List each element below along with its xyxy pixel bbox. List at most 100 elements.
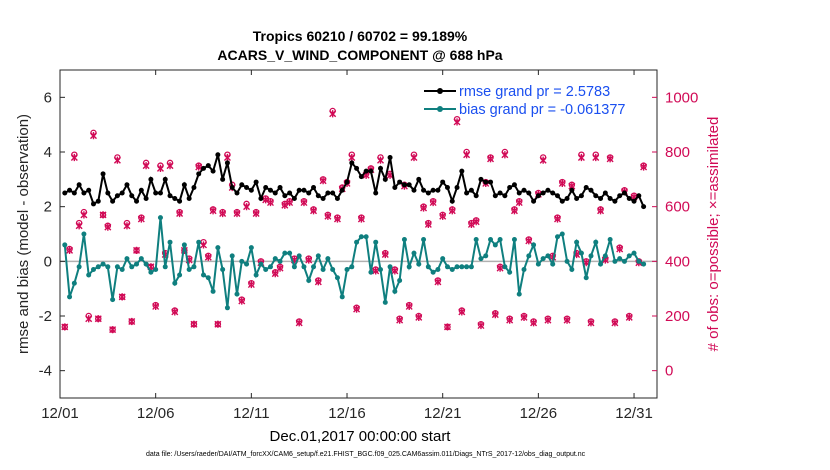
rmse-point [277,185,283,191]
obs-assimilated-point [420,204,428,212]
rmse-point [612,198,618,204]
obs-assimilated-point [209,207,217,215]
bias-point [114,264,120,270]
y-right-tick-label: 400 [665,253,690,270]
rmse-point [110,198,116,204]
bias-point [617,256,623,262]
y-left-tick-label: 0 [44,253,52,270]
rmse-point [406,182,412,188]
obs-assimilated-point [85,315,93,323]
bias-point [492,242,498,248]
rmse-point [578,193,584,199]
rmse-point [401,182,407,188]
obs-assimilated-point [515,198,523,207]
rmse-point [167,193,173,199]
rmse-point [521,187,527,193]
rmse-point [569,187,575,193]
rmse-point [296,187,302,193]
bias-point [215,245,221,251]
rmse-point [114,193,120,199]
bias-point [282,250,288,256]
bias-point [430,269,436,275]
rmse-point [397,179,403,185]
rmse-point [626,195,632,201]
obs-assimilated-point [501,151,509,159]
bias-point [387,264,393,270]
bias-point [349,264,355,270]
bias-point [478,256,484,262]
rmse-point [272,190,278,196]
obs-assimilated-point [544,316,552,324]
bias-point [354,239,360,245]
obs-assimilated-point [118,293,126,301]
bias-point [291,264,297,270]
bias-point [119,267,125,273]
rmse-point [459,168,465,174]
bias-point [210,288,216,294]
rmse-point [62,190,68,196]
rmse-point [320,195,326,201]
bias-point [358,234,364,240]
rmse-point [282,193,288,199]
rmse-point [526,190,532,196]
bias-point [301,264,307,270]
bias-point [224,305,230,311]
bias-point [320,267,326,273]
bias-point [631,250,637,256]
bias-point [421,236,427,242]
rmse-point [564,195,570,201]
bias-point [440,256,446,262]
bias-point [201,272,207,278]
rmse-point [358,174,364,180]
rmse-point [291,195,297,201]
obs-assimilated-point [520,313,528,321]
rmse-point [315,193,321,199]
obs-assimilated-point [271,270,279,278]
rmse-point [440,179,446,185]
rmse-point [621,190,627,196]
rmse-point [555,193,560,199]
bias-point [90,267,96,273]
rmse-point [473,193,479,199]
obs-assimilated-point [472,218,480,226]
rmse-point [535,193,541,199]
bias-point [76,264,82,270]
obs-assimilated-point [558,179,566,188]
legend-rmse-marker [437,88,443,94]
x-tick-label: 12/21 [424,405,462,422]
bias-point [67,294,73,300]
rmse-point [90,201,96,207]
bias-point [334,275,340,281]
bias-point [425,264,431,270]
bias-point [392,288,398,294]
rmse-point [411,187,417,193]
rmse-point [234,190,240,196]
bias-point [602,253,608,259]
rmse-point [559,198,565,204]
rmse-point [172,195,178,201]
rmse-point [210,168,216,174]
rmse-point [186,195,192,201]
obs-assimilated-point [80,211,88,219]
bias-point [401,236,407,242]
obs-assimilated-point [477,321,485,330]
rmse-point [598,195,604,201]
rmse-point [181,182,187,188]
rmse-point [224,160,230,166]
obs-assimilated-point [448,207,456,215]
obs-assimilated-point [214,320,222,328]
rmse-point [583,185,589,191]
rmse-point [81,190,87,196]
bias-point [272,256,278,262]
y-right-axis-label: # of obs: o=possible; ×=assimilated [705,117,722,352]
obs-assimilated-point [219,209,227,218]
obs-assimilated-point [396,316,404,324]
bias-point [473,236,479,242]
bias-point [449,267,455,273]
obs-assimilated-point [319,177,327,185]
bias-point [621,258,627,264]
chart-title-line2: ACARS_V_WIND_COMPONENT @ 688 hPa [217,47,503,63]
rmse-point [425,190,431,196]
rmse-point [464,190,470,196]
